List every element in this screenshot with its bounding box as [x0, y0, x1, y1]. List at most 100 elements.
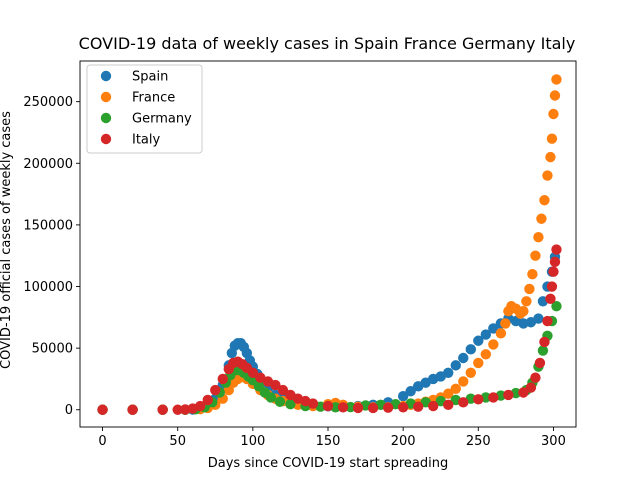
y-tick-label: 150000 [23, 218, 73, 233]
data-point-italy [172, 404, 183, 415]
data-point-france [549, 90, 561, 101]
x-tick-label: 150 [316, 434, 341, 449]
data-point-france [473, 357, 484, 369]
data-point-italy [525, 382, 537, 393]
data-point-spain [405, 386, 416, 397]
data-point-italy [247, 367, 259, 378]
data-point-france [458, 376, 469, 387]
data-point-spain [480, 329, 492, 340]
legend-box [86, 64, 203, 154]
data-point-france [546, 133, 558, 144]
data-point-italy [352, 402, 364, 414]
legend-label: Germany [132, 112, 192, 127]
data-point-italy [443, 399, 454, 411]
data-point-france [524, 283, 535, 295]
data-point-italy [337, 402, 349, 413]
data-point-italy [534, 357, 546, 369]
data-point-italy [202, 394, 213, 406]
data-point-italy [157, 404, 168, 415]
data-point-italy [473, 394, 484, 405]
y-tick-label: 200000 [23, 157, 73, 172]
data-point-italy [530, 372, 541, 383]
data-point-france [539, 195, 550, 206]
data-point-france [545, 151, 556, 163]
data-point-italy [217, 373, 228, 385]
x-tick-label: 250 [466, 434, 491, 449]
data-point-italy [382, 402, 394, 413]
x-tick-label: 50 [169, 434, 186, 449]
data-point-italy [503, 389, 514, 401]
data-point-italy [542, 315, 553, 327]
data-point-spain [397, 390, 409, 402]
data-point-italy [127, 404, 138, 415]
data-point-italy [546, 281, 558, 292]
data-point-france [533, 232, 544, 243]
data-point-italy [97, 404, 108, 415]
data-point-france [530, 250, 541, 261]
legend-marker [100, 91, 112, 103]
legend: Spain France Germany Italy [86, 64, 203, 154]
data-point-france [500, 318, 511, 329]
data-point-italy [428, 400, 439, 412]
legend-label: Spain [132, 70, 168, 85]
data-point-italy [322, 400, 334, 412]
axes: 0 50 100 150 200 250 300 0 50000 100000 150000 2000… [23, 60, 577, 449]
series-italy [97, 244, 562, 415]
data-point-italy [270, 379, 281, 391]
data-point-italy [518, 387, 529, 398]
data-point-italy [549, 256, 561, 268]
data-point-italy [488, 392, 499, 403]
y-tick-label: 50000 [32, 342, 73, 357]
data-point-italy [412, 401, 424, 412]
data-point-france [518, 305, 529, 317]
data-point-italy [551, 244, 562, 255]
y-tick-label: 100000 [23, 280, 73, 295]
plot-area [97, 74, 562, 415]
data-point-france [480, 349, 492, 360]
y-tick-label: 250000 [23, 95, 73, 110]
y-axis-label: COVID-19 official cases of weekly cases [0, 111, 14, 369]
data-point-france [488, 339, 499, 350]
data-point-spain [533, 313, 544, 324]
y-tick-label: 0 [65, 403, 73, 418]
data-point-spain [488, 323, 499, 334]
data-point-france [443, 388, 454, 399]
data-point-spain [450, 360, 461, 371]
data-point-italy [210, 384, 221, 396]
x-axis-label: Days since COVID-19 start spreading [208, 456, 448, 471]
data-point-germany [345, 401, 356, 413]
data-point-italy [545, 293, 556, 305]
legend-marker [100, 133, 112, 145]
x-tick-label: 200 [391, 434, 416, 449]
series-spain [97, 251, 561, 415]
data-point-france [495, 328, 507, 339]
data-point-france [548, 108, 559, 120]
data-point-germany [274, 396, 286, 407]
data-point-italy [539, 336, 550, 348]
data-point-spain [465, 344, 476, 355]
data-point-spain [473, 335, 484, 346]
legend-marker [100, 70, 112, 82]
legend-marker [100, 112, 112, 124]
data-point-italy [458, 397, 469, 408]
data-point-france [450, 383, 461, 394]
data-point-france [551, 74, 562, 85]
data-point-italy [195, 400, 206, 412]
legend-label: France [132, 91, 175, 106]
data-point-italy [307, 398, 319, 409]
data-point-spain [458, 352, 469, 364]
data-point-france [521, 296, 532, 307]
data-point-france [465, 367, 476, 378]
data-point-italy [548, 266, 559, 277]
x-tick-label: 0 [98, 434, 106, 449]
data-point-italy [397, 402, 409, 413]
data-point-germany [537, 345, 549, 356]
x-tick-label: 100 [240, 434, 265, 449]
data-point-italy [367, 402, 379, 414]
data-point-spain [443, 367, 454, 378]
data-point-france [527, 268, 538, 280]
data-point-germany [551, 301, 562, 312]
data-point-italy [277, 384, 289, 396]
chart-title: COVID-19 data of weekly cases in Spain F… [79, 34, 576, 53]
